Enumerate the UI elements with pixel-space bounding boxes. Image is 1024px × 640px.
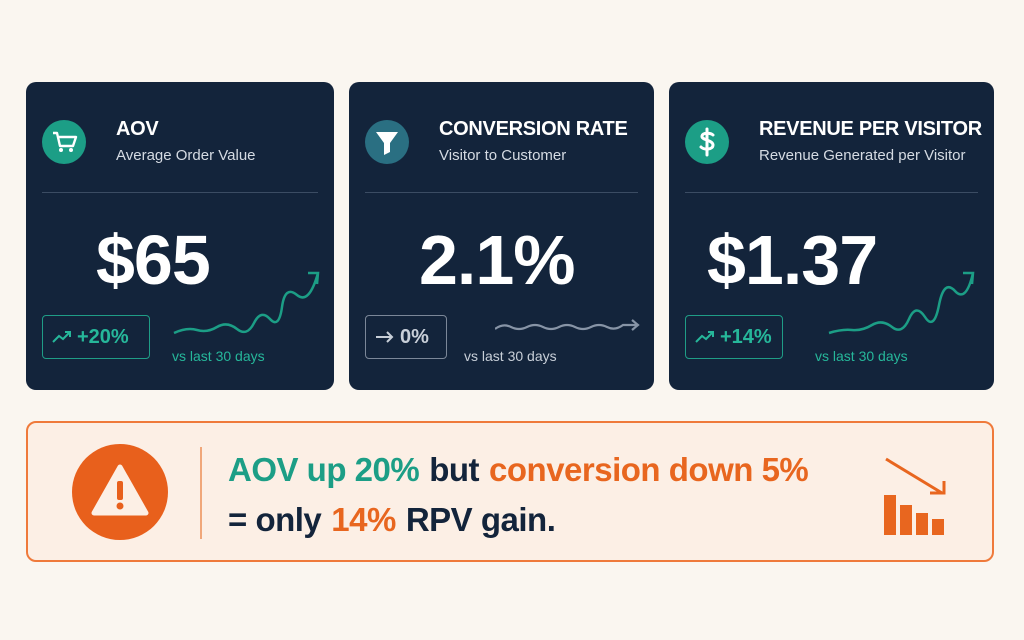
sparkline [173,271,320,335]
card-title: REVENUE PER VISITOR [759,118,982,140]
cart-icon [42,120,86,164]
alert-text: AOV up 20% [228,451,420,488]
comparison: vs last 30 days [172,348,265,364]
alert-text: conversion down 5% [489,451,809,488]
up-arrow [695,331,714,343]
warning-icon [72,444,168,540]
divider [365,192,638,193]
alert-line: AOV up 20% but conversion down 5% [228,451,818,489]
comparison: vs last 30 days [815,348,908,364]
alert-text: 14% [331,501,396,538]
change-badge: +20% [42,315,150,359]
alert-text: but [429,451,480,488]
card-subtitle: Visitor to Customer [439,147,567,164]
kpi-card: CONVERSION RATE Visitor to Customer 2.1%… [349,82,654,390]
decline-icon [884,457,946,535]
change-text: 0% [400,325,429,348]
change-badge: +14% [685,315,783,359]
card-title: CONVERSION RATE [439,118,628,140]
up-arrow [52,331,71,343]
change-text: +14% [720,325,772,348]
card-subtitle: Average Order Value [116,147,256,164]
sparkline [495,319,640,331]
kpi-value: $1.37 [707,221,878,299]
alert-box: AOV up 20% but conversion down 5% = only 14… [26,421,994,562]
dollar-icon [685,120,729,164]
kpi-value: $65 [96,221,211,299]
sparkline [828,271,975,335]
divider [685,192,978,193]
separator [200,447,202,539]
comparison: vs last 30 days [464,348,557,364]
alert-text: = only [228,501,322,538]
flat-arrow [376,331,394,343]
divider [42,192,318,193]
change-text: +20% [77,325,129,348]
kpi-card: REVENUE PER VISITOR Revenue Generated pe… [669,82,994,390]
kpi-card: AOV Average Order Value $65 +20% vs last… [26,82,334,390]
alert-text: RPV gain. [405,501,556,538]
card-subtitle: Revenue Generated per Visitor [759,147,966,164]
alert-line: = only 14% RPV gain. [228,501,565,539]
funnel-icon [365,120,409,164]
change-badge: 0% [365,315,447,359]
kpi-value: 2.1% [419,221,576,299]
card-title: AOV [116,118,159,140]
